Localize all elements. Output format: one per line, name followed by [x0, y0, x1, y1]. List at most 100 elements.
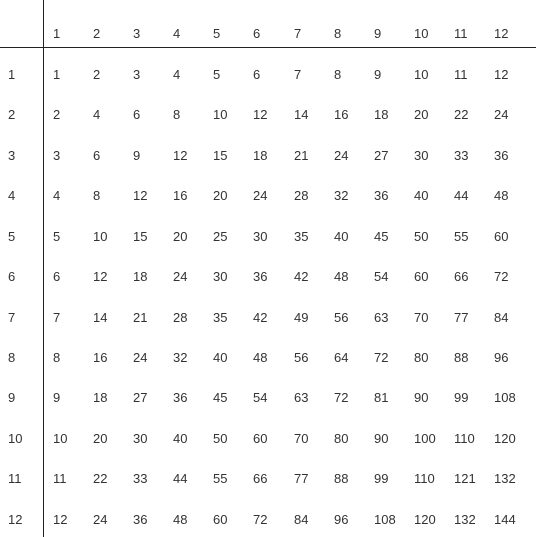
- table-cell: 12: [494, 67, 509, 82]
- table-cell: 3: [133, 67, 141, 82]
- table-cell: 44: [454, 188, 469, 203]
- column-header: 9: [374, 26, 382, 41]
- column-header: 11: [454, 26, 468, 41]
- table-cell: 54: [374, 269, 389, 284]
- column-header-divider: [0, 47, 536, 48]
- row-header: 10: [8, 431, 23, 446]
- table-cell: 22: [93, 471, 108, 486]
- column-header: 6: [253, 26, 261, 41]
- table-cell: 48: [253, 350, 268, 365]
- table-cell: 55: [213, 471, 228, 486]
- table-cell: 11: [53, 471, 67, 486]
- column-header: 2: [93, 26, 101, 41]
- table-cell: 110: [454, 431, 475, 446]
- table-cell: 4: [93, 107, 101, 122]
- table-cell: 1: [53, 67, 61, 82]
- table-cell: 144: [494, 512, 516, 527]
- table-cell: 42: [253, 310, 268, 325]
- table-cell: 88: [454, 350, 469, 365]
- table-cell: 18: [133, 269, 148, 284]
- table-cell: 22: [454, 107, 469, 122]
- table-cell: 9: [133, 148, 141, 163]
- table-cell: 90: [414, 390, 429, 405]
- table-cell: 15: [133, 229, 148, 244]
- table-cell: 9: [374, 67, 382, 82]
- table-cell: 4: [53, 188, 61, 203]
- column-header: 1: [53, 26, 61, 41]
- table-cell: 77: [454, 310, 469, 325]
- table-cell: 21: [294, 148, 309, 163]
- table-cell: 24: [133, 350, 148, 365]
- table-cell: 32: [173, 350, 188, 365]
- table-cell: 80: [414, 350, 429, 365]
- table-cell: 54: [253, 390, 268, 405]
- table-cell: 2: [93, 67, 101, 82]
- table-cell: 7: [294, 67, 302, 82]
- table-cell: 72: [334, 390, 349, 405]
- table-cell: 2: [53, 107, 61, 122]
- table-cell: 120: [494, 431, 516, 446]
- table-cell: 40: [334, 229, 349, 244]
- table-cell: 5: [53, 229, 61, 244]
- table-cell: 60: [213, 512, 228, 527]
- row-header: 9: [8, 390, 16, 405]
- table-cell: 50: [414, 229, 429, 244]
- table-cell: 88: [334, 471, 349, 486]
- table-cell: 12: [93, 269, 108, 284]
- table-cell: 8: [173, 107, 181, 122]
- column-header: 8: [334, 26, 342, 41]
- table-cell: 36: [133, 512, 148, 527]
- table-cell: 28: [173, 310, 188, 325]
- table-cell: 27: [133, 390, 148, 405]
- table-cell: 8: [53, 350, 61, 365]
- table-cell: 4: [173, 67, 181, 82]
- table-cell: 14: [294, 107, 309, 122]
- table-cell: 50: [213, 431, 228, 446]
- table-cell: 32: [334, 188, 349, 203]
- table-cell: 33: [454, 148, 469, 163]
- row-header: 7: [8, 310, 16, 325]
- table-cell: 11: [454, 67, 468, 82]
- column-header: 12: [494, 26, 509, 41]
- row-header: 3: [8, 148, 16, 163]
- table-cell: 30: [213, 269, 228, 284]
- table-cell: 81: [374, 390, 389, 405]
- table-cell: 72: [253, 512, 268, 527]
- table-cell: 100: [414, 431, 436, 446]
- table-cell: 8: [93, 188, 101, 203]
- row-header: 12: [8, 512, 23, 527]
- row-header: 11: [8, 471, 22, 486]
- row-header: 8: [8, 350, 16, 365]
- table-cell: 48: [334, 269, 349, 284]
- column-header: 4: [173, 26, 181, 41]
- table-cell: 110: [414, 471, 435, 486]
- table-cell: 108: [374, 512, 396, 527]
- table-cell: 33: [133, 471, 148, 486]
- table-cell: 35: [213, 310, 228, 325]
- table-cell: 16: [334, 107, 349, 122]
- column-header: 7: [294, 26, 302, 41]
- table-cell: 10: [213, 107, 228, 122]
- table-cell: 48: [173, 512, 188, 527]
- table-cell: 66: [454, 269, 469, 284]
- table-cell: 16: [173, 188, 188, 203]
- table-cell: 15: [213, 148, 228, 163]
- table-cell: 18: [93, 390, 108, 405]
- row-header: 2: [8, 107, 16, 122]
- table-cell: 66: [253, 471, 268, 486]
- table-cell: 90: [374, 431, 389, 446]
- table-cell: 24: [253, 188, 268, 203]
- table-cell: 3: [53, 148, 61, 163]
- table-cell: 36: [253, 269, 268, 284]
- table-cell: 14: [93, 310, 108, 325]
- table-cell: 48: [494, 188, 509, 203]
- table-cell: 70: [414, 310, 429, 325]
- table-cell: 20: [213, 188, 228, 203]
- table-cell: 24: [93, 512, 108, 527]
- table-cell: 84: [294, 512, 309, 527]
- table-cell: 72: [494, 269, 509, 284]
- table-cell: 10: [414, 67, 429, 82]
- column-header: 10: [414, 26, 429, 41]
- table-cell: 72: [374, 350, 389, 365]
- table-cell: 40: [213, 350, 228, 365]
